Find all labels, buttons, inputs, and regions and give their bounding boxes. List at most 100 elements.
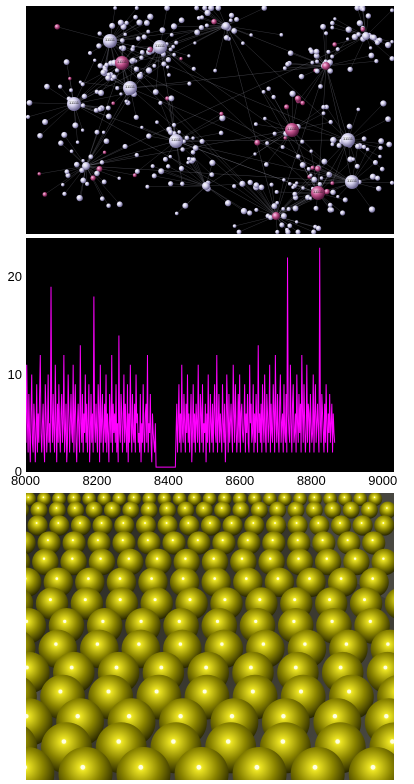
network-node: [234, 16, 240, 22]
network-node: [166, 65, 170, 69]
network-node: [300, 139, 305, 144]
network-node: [300, 100, 305, 106]
network-node: [141, 34, 147, 40]
network-node: [119, 38, 125, 43]
network-node: [158, 168, 165, 175]
network-node: [258, 184, 265, 191]
network-node: [146, 133, 152, 139]
network-node: [347, 156, 354, 163]
network-edge: [73, 92, 128, 105]
gold-sphere: [92, 515, 113, 536]
sphere-highlight: [239, 507, 241, 509]
network-edge: [66, 62, 75, 105]
network-edge: [29, 102, 75, 105]
network-edge: [80, 81, 131, 89]
network-node: [146, 29, 151, 34]
network-edge: [109, 29, 163, 42]
network-edge: [317, 65, 327, 194]
network-node: [219, 111, 224, 116]
sphere-highlight: [92, 507, 94, 509]
gold-sphere: [26, 531, 36, 555]
sphere-highlight: [71, 557, 74, 560]
sphere-highlight: [312, 507, 315, 509]
network-node: [79, 167, 85, 174]
network-edge: [291, 129, 325, 162]
gold-sphere: [49, 515, 70, 536]
network-node: [340, 210, 346, 216]
network-node: [308, 196, 313, 201]
network-edge: [196, 7, 227, 27]
network-node: [198, 24, 205, 31]
gold-sphere: [265, 515, 287, 536]
network-node: [289, 90, 296, 97]
gold-sphere: [58, 747, 113, 780]
x-tick-label: 8200: [82, 473, 112, 488]
network-nodes: [26, 6, 394, 234]
network-edge: [85, 46, 161, 167]
network-node: [63, 59, 70, 65]
network-node: [361, 144, 367, 150]
sphere-highlight: [110, 507, 113, 509]
network-node: [81, 159, 85, 163]
network-node: [177, 130, 182, 134]
network-node: [330, 54, 335, 59]
network-node: [93, 58, 97, 62]
network-node: [253, 152, 257, 156]
network-node: [368, 46, 373, 50]
gold-sphere: [32, 548, 59, 576]
network-edge: [129, 87, 277, 217]
network-node: [113, 6, 118, 10]
network-node: [315, 225, 322, 232]
sphere-highlight: [26, 714, 29, 719]
network-node: [386, 141, 393, 148]
sphere-highlight: [347, 689, 352, 694]
network-node: [119, 92, 123, 96]
sphere-highlight: [371, 539, 374, 542]
network-edge: [57, 26, 111, 42]
network-node: [73, 161, 80, 168]
network-node: [286, 207, 291, 212]
network-edge: [287, 64, 327, 67]
network-node: [299, 162, 306, 169]
sphere-highlight: [146, 539, 149, 542]
network-edge: [159, 46, 319, 194]
network-node: [324, 188, 330, 195]
sphere-highlight: [87, 496, 90, 499]
sphere-highlight: [71, 539, 74, 542]
sphere-array-image: [26, 493, 394, 780]
network-node: [26, 114, 31, 119]
sphere-highlight: [220, 507, 223, 509]
network-node: [180, 147, 185, 152]
sphere-highlight: [250, 689, 255, 694]
sphere-highlight: [132, 496, 135, 499]
network-node: [132, 173, 137, 178]
sphere-highlight: [202, 689, 207, 694]
network-node: [327, 68, 333, 74]
sphere-highlight: [48, 598, 52, 602]
network-node: [354, 6, 361, 11]
network-node: [168, 47, 173, 52]
network-node: [161, 61, 167, 67]
network-node: [168, 181, 174, 187]
network-edge: [298, 65, 327, 101]
sphere-highlight: [83, 598, 87, 602]
network-node: [240, 207, 248, 215]
network-node: [118, 46, 123, 50]
sphere-highlight: [127, 557, 130, 560]
network-hub-node: [311, 186, 325, 200]
network-node: [355, 143, 361, 150]
sphere-highlight: [63, 619, 67, 623]
network-edge: [170, 156, 207, 187]
network-node: [97, 106, 103, 112]
sphere-highlight: [46, 539, 49, 542]
gold-sphere: [330, 515, 352, 536]
sphere-highlight: [165, 507, 168, 509]
network-node: [330, 20, 335, 26]
network-node: [231, 27, 238, 34]
network-node: [228, 12, 235, 19]
network-edge: [175, 117, 223, 142]
sphere-highlight: [118, 577, 122, 580]
sphere-highlight: [297, 557, 300, 560]
network-edge: [225, 25, 319, 194]
gold-sphere: [362, 531, 386, 555]
